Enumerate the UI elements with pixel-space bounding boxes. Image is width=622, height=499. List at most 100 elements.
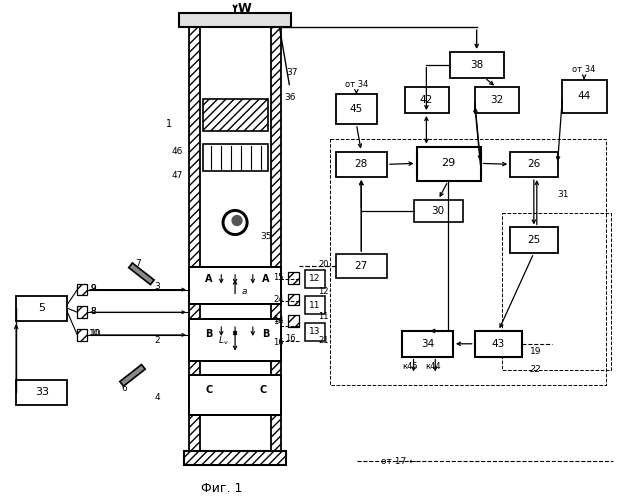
Bar — [475, 331, 522, 357]
Text: 33: 33 — [35, 387, 49, 397]
Text: 14: 14 — [273, 316, 284, 326]
Text: 32: 32 — [490, 95, 503, 105]
Bar — [414, 200, 463, 222]
Text: $L_v$: $L_v$ — [218, 335, 229, 347]
Text: 22: 22 — [530, 365, 542, 374]
Text: от 17 ←: от 17 ← — [381, 457, 417, 466]
Circle shape — [225, 213, 245, 233]
Text: 16: 16 — [285, 334, 295, 343]
Bar — [289, 315, 299, 327]
Bar — [405, 87, 449, 113]
Text: 10: 10 — [90, 329, 101, 338]
Bar — [336, 94, 377, 124]
Bar — [129, 263, 154, 284]
Text: 38: 38 — [470, 60, 483, 70]
Text: Фиг. 1: Фиг. 1 — [200, 482, 242, 495]
Text: B: B — [262, 329, 269, 339]
Bar — [120, 364, 145, 386]
Text: 24: 24 — [273, 295, 284, 304]
Bar — [188, 375, 281, 415]
Text: от 34: от 34 — [572, 65, 596, 74]
Bar — [16, 296, 67, 321]
Text: A: A — [262, 274, 269, 284]
Text: 47: 47 — [171, 171, 183, 180]
Bar — [203, 99, 267, 131]
Bar — [188, 27, 200, 451]
Bar — [402, 331, 453, 357]
Bar — [510, 152, 557, 177]
Text: 11: 11 — [318, 312, 329, 321]
Bar — [450, 52, 504, 77]
Text: 26: 26 — [527, 159, 541, 169]
Text: 29: 29 — [441, 158, 455, 168]
Text: 36: 36 — [284, 93, 296, 102]
Text: 12: 12 — [318, 287, 329, 296]
Text: 19: 19 — [530, 347, 542, 356]
Text: 42: 42 — [420, 95, 433, 105]
Bar — [77, 283, 87, 295]
Bar — [289, 293, 299, 305]
Bar — [184, 451, 286, 465]
Text: 8: 8 — [90, 307, 96, 316]
Circle shape — [232, 216, 242, 226]
Bar — [179, 13, 291, 27]
Bar — [203, 144, 267, 171]
Text: 45: 45 — [350, 104, 363, 114]
Text: 44: 44 — [577, 91, 591, 101]
Text: 34: 34 — [420, 339, 434, 349]
Text: 20: 20 — [318, 260, 329, 269]
Text: 2: 2 — [154, 336, 160, 345]
Bar — [289, 272, 299, 283]
Text: 14: 14 — [273, 315, 284, 324]
Text: 4: 4 — [154, 393, 160, 402]
Bar — [417, 147, 481, 181]
Bar — [305, 296, 325, 314]
Circle shape — [222, 210, 248, 236]
Text: 15: 15 — [273, 273, 284, 282]
Text: C: C — [259, 385, 266, 395]
Bar — [475, 87, 519, 113]
Text: 9: 9 — [90, 284, 96, 293]
Text: 1: 1 — [166, 119, 172, 129]
Text: a: a — [241, 287, 247, 296]
Text: 28: 28 — [355, 159, 368, 169]
Bar — [16, 380, 67, 405]
Bar — [305, 270, 325, 287]
Text: от 34: от 34 — [345, 80, 368, 89]
Text: 7: 7 — [136, 259, 141, 268]
Bar — [188, 319, 281, 361]
Bar — [271, 27, 281, 451]
Text: 3: 3 — [154, 282, 160, 291]
Bar — [562, 79, 607, 113]
Text: 16: 16 — [273, 338, 284, 347]
Text: 8: 8 — [90, 307, 96, 316]
Text: B: B — [205, 329, 212, 339]
Text: 30: 30 — [432, 206, 445, 216]
Text: к44: к44 — [425, 362, 441, 371]
Text: 13: 13 — [309, 327, 321, 336]
Bar — [336, 152, 387, 177]
Text: C: C — [206, 385, 213, 395]
Text: 12: 12 — [309, 274, 320, 283]
Bar — [188, 267, 281, 304]
Text: W: W — [238, 2, 252, 15]
Bar — [510, 228, 557, 253]
Text: 37: 37 — [287, 68, 298, 77]
Bar — [305, 323, 325, 341]
Text: 5: 5 — [39, 303, 45, 313]
Text: 46: 46 — [171, 147, 183, 156]
Text: 27: 27 — [355, 261, 368, 271]
Text: 9: 9 — [90, 284, 96, 293]
Text: 25: 25 — [527, 235, 541, 245]
Text: 11: 11 — [309, 301, 321, 310]
Text: к45: к45 — [402, 362, 417, 371]
Text: 43: 43 — [492, 339, 505, 349]
Text: A: A — [205, 274, 212, 284]
Text: 6: 6 — [122, 384, 128, 393]
Bar — [336, 254, 387, 278]
Text: 35: 35 — [260, 232, 271, 241]
Bar — [77, 329, 87, 341]
Bar — [77, 306, 87, 318]
Text: 31: 31 — [558, 191, 569, 200]
Text: 10: 10 — [90, 329, 100, 338]
